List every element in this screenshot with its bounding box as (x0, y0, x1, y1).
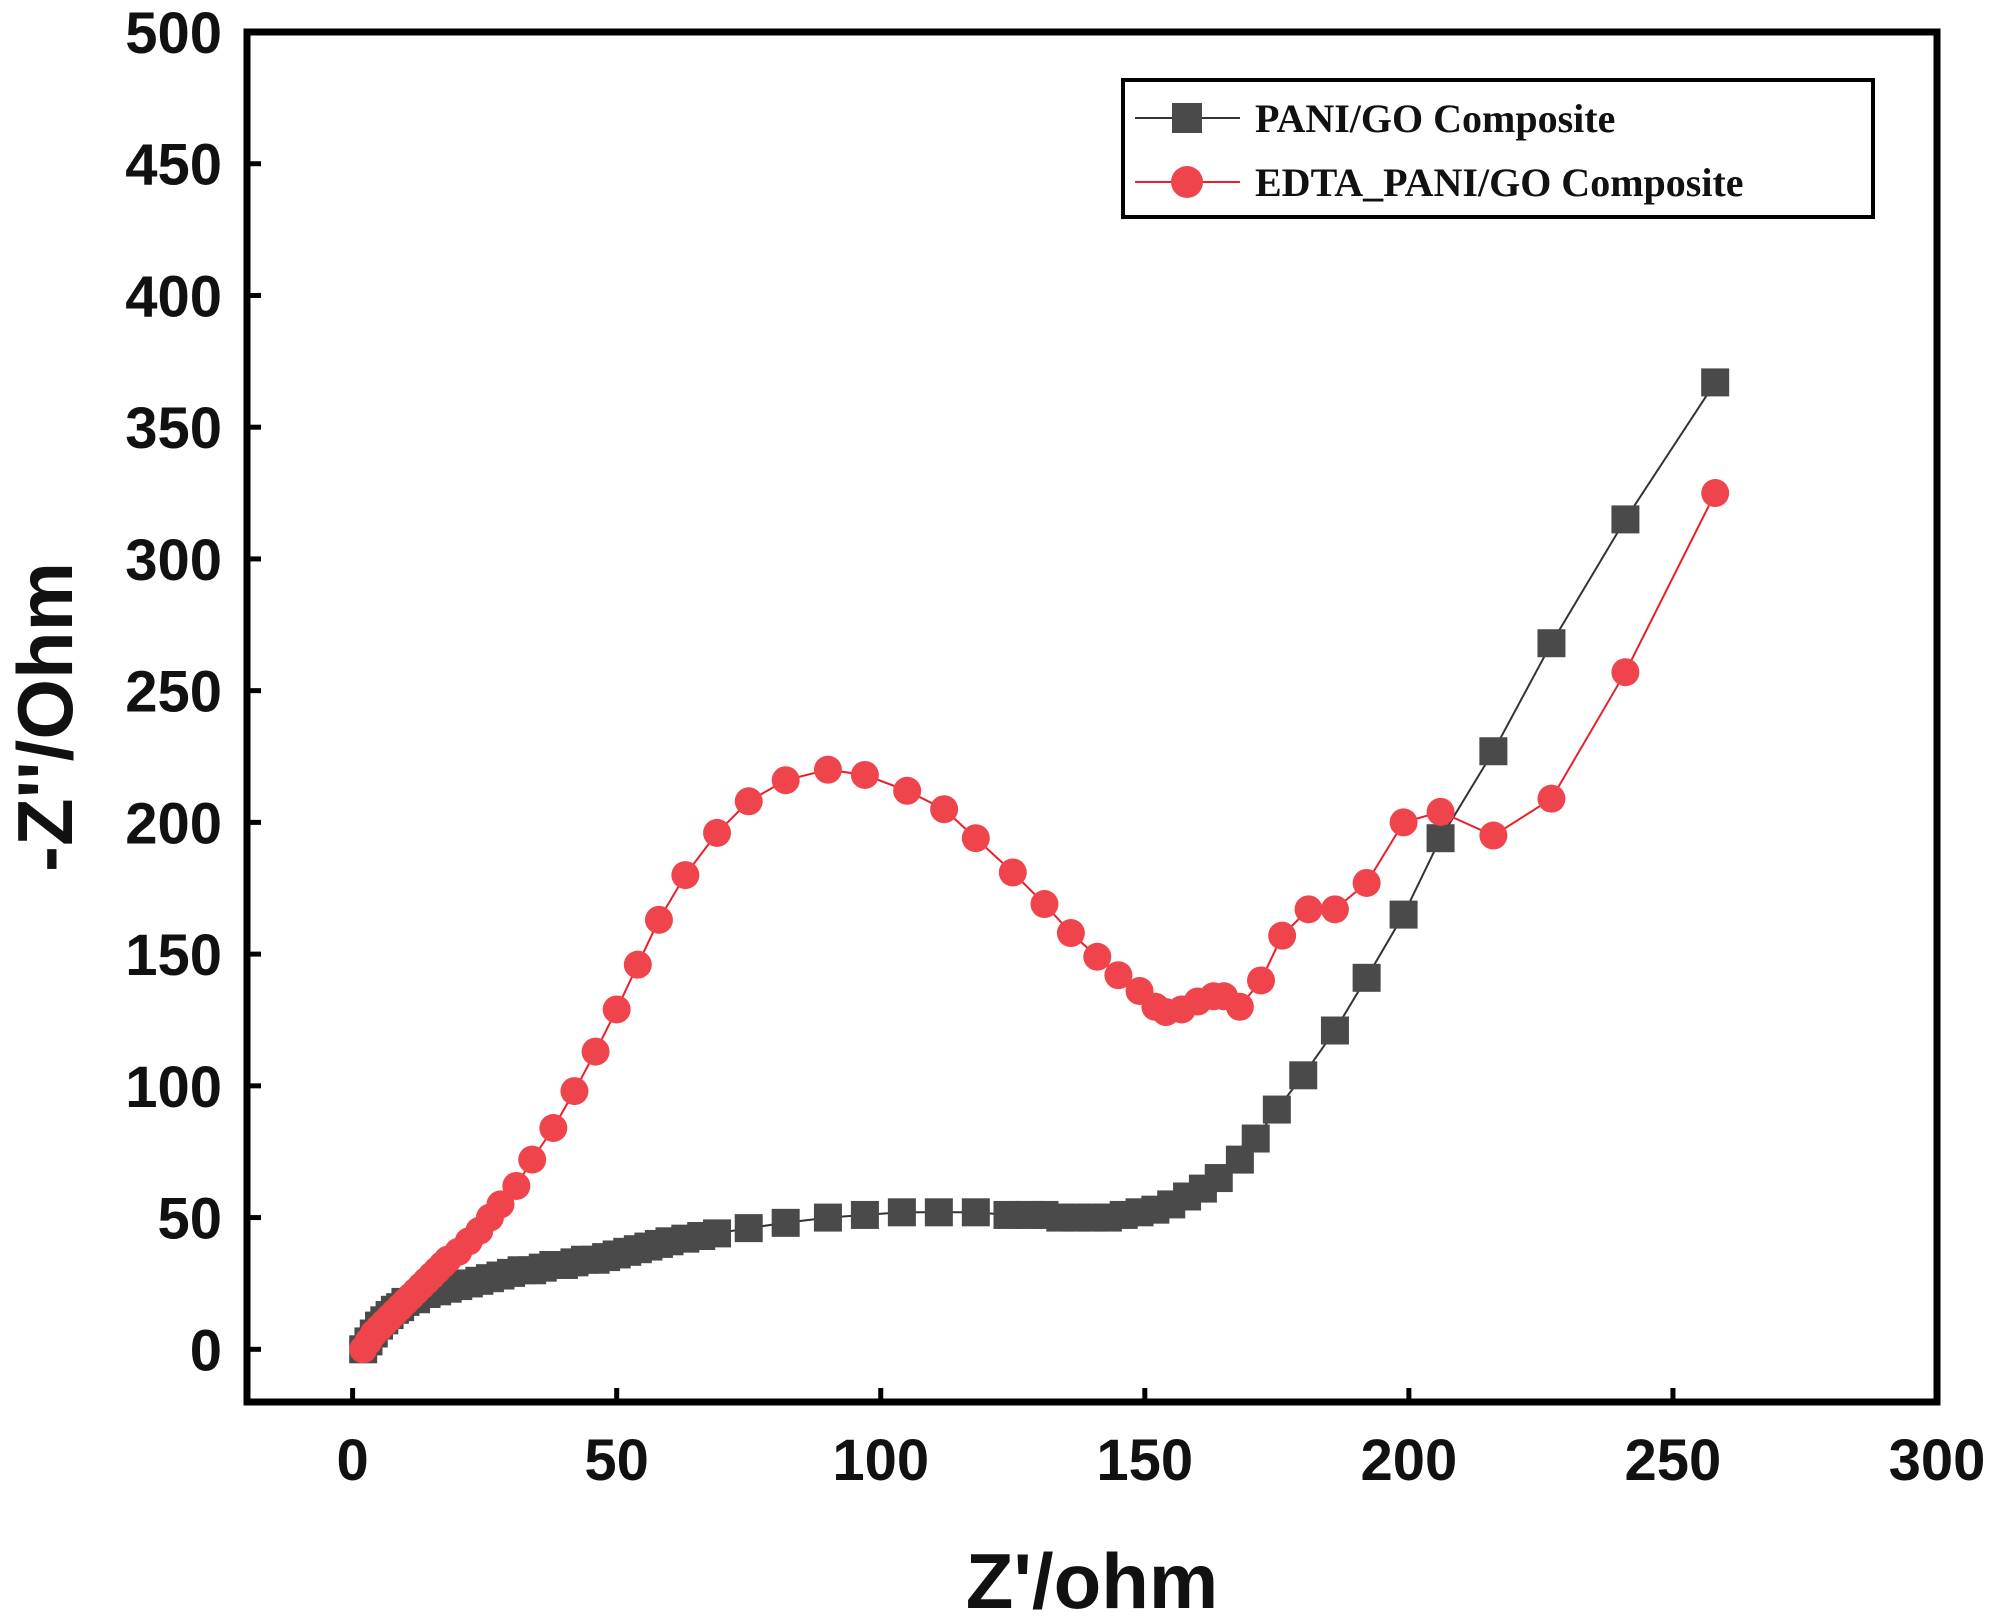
data-point-circle (703, 818, 732, 847)
data-point-circle (539, 1114, 568, 1142)
data-point-circle (1320, 895, 1349, 924)
data-point-circle (1537, 784, 1566, 813)
x-axis-ticks: 0 50 100 150 200 250 300 (336, 1388, 1985, 1493)
y-tick-label: 300 (125, 528, 222, 593)
y-axis-title: -Z''/Ohm (1, 562, 89, 872)
y-tick-label: 150 (125, 923, 222, 988)
y-tick-label: 250 (125, 660, 222, 725)
data-point-circle (1268, 921, 1297, 950)
data-point-circle (644, 905, 673, 934)
data-point-square (1701, 368, 1730, 397)
legend-marker-square (1172, 103, 1202, 133)
data-point-circle (1294, 895, 1323, 924)
data-point-circle (1104, 961, 1133, 990)
plot-frame (243, 28, 1941, 1406)
x-tick-label: 0 (336, 1428, 368, 1493)
data-point-square (771, 1208, 800, 1237)
data-point-circle (813, 755, 842, 784)
data-point-circle (1611, 658, 1640, 687)
data-point-square (887, 1198, 916, 1227)
data-point-square (1389, 900, 1418, 929)
data-point-square (850, 1200, 879, 1229)
y-axis-ticks: 0 50 100 150 200 250 300 350 400 450 500 (125, 1, 261, 1383)
x-tick-label: 300 (1889, 1428, 1986, 1493)
data-point-circle (1701, 479, 1730, 508)
data-point-square (924, 1198, 953, 1227)
data-point-circle (961, 824, 990, 853)
legend-marker-circle (1171, 166, 1203, 198)
data-point-circle (771, 766, 800, 795)
data-point-square (961, 1198, 990, 1227)
x-tick-label: 50 (584, 1428, 649, 1493)
y-tick-label: 350 (125, 396, 222, 461)
data-point-circle (930, 795, 959, 824)
data-point-circle (671, 861, 700, 890)
legend: PANI/GO Composite EDTA_PANI/GO Composite (1121, 78, 1875, 219)
data-point-circle (1426, 797, 1455, 826)
x-tick-label: 200 (1360, 1428, 1457, 1493)
data-point-circle (1247, 966, 1275, 995)
data-point-circle (518, 1145, 547, 1174)
x-axis-title: Z'/ohm (966, 1537, 1219, 1618)
data-point-circle (560, 1077, 589, 1106)
y-tick-label: 500 (125, 1, 222, 66)
legend-label-edta-pani-go: EDTA_PANI/GO Composite (1255, 160, 1744, 205)
y-tick-label: 100 (125, 1055, 222, 1120)
data-point-circle (1056, 919, 1085, 948)
data-point-square (1262, 1095, 1291, 1124)
y-tick-label: 450 (125, 133, 222, 198)
data-point-square (703, 1219, 732, 1248)
data-point-square (1479, 737, 1508, 766)
x-tick-label: 250 (1625, 1428, 1722, 1493)
data-point-circle (850, 760, 879, 789)
data-point-circle (581, 1037, 610, 1066)
data-point-circle (623, 950, 652, 979)
data-point-square (734, 1214, 763, 1243)
y-tick-label: 0 (190, 1318, 222, 1383)
data-point-square (1241, 1124, 1270, 1153)
data-point-circle (1225, 992, 1254, 1021)
data-point-square (1611, 505, 1640, 534)
x-tick-label: 100 (832, 1428, 929, 1493)
data-point-square (1352, 963, 1381, 992)
series-layer (349, 368, 1730, 1364)
y-tick-label: 200 (125, 791, 222, 856)
data-point-circle (1030, 890, 1059, 919)
data-point-circle (1352, 868, 1381, 897)
data-point-circle (486, 1190, 515, 1219)
data-point-square (1320, 1016, 1349, 1045)
data-point-square (1537, 629, 1566, 658)
y-tick-label: 400 (125, 264, 222, 329)
legend-box (1121, 78, 1875, 219)
data-point-circle (1083, 942, 1112, 971)
data-point-circle (998, 858, 1027, 887)
data-point-square (1289, 1061, 1318, 1090)
data-point-circle (502, 1171, 531, 1200)
data-point-circle (602, 995, 631, 1024)
data-point-square (1426, 824, 1455, 853)
data-point-circle (893, 776, 922, 805)
x-tick-label: 150 (1096, 1428, 1193, 1493)
series-edta-pani-go (349, 479, 1730, 1364)
data-point-circle (1479, 821, 1508, 850)
y-tick-label: 50 (157, 1187, 222, 1252)
data-point-square (813, 1203, 842, 1232)
data-point-circle (734, 787, 763, 816)
data-point-circle (1389, 808, 1418, 837)
legend-label-pani-go: PANI/GO Composite (1255, 96, 1615, 141)
series-pani-go (349, 368, 1730, 1364)
